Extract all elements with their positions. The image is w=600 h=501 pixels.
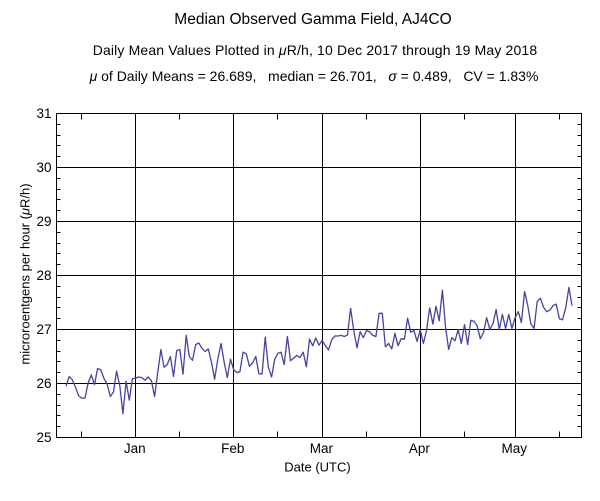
svg-text:30: 30 [36, 160, 51, 175]
svg-text:Daily Mean Values Plotted in μ: Daily Mean Values Plotted in μR/h, 10 De… [93, 42, 538, 58]
svg-text:Median Observed Gamma Field, A: Median Observed Gamma Field, AJ4CO [174, 11, 451, 28]
svg-text:29: 29 [36, 214, 51, 229]
svg-text:25: 25 [36, 430, 51, 445]
svg-text:microroentgens per hour (μR/h): microroentgens per hour (μR/h) [18, 183, 33, 364]
svg-text:May: May [502, 441, 528, 456]
svg-text:μ of Daily Means = 26.689, m: μ of Daily Means = 26.689, median = 26.7… [89, 68, 539, 84]
svg-text:27: 27 [36, 322, 51, 337]
svg-text:Date (UTC): Date (UTC) [284, 460, 350, 475]
svg-text:Apr: Apr [409, 441, 431, 456]
svg-text:Jan: Jan [124, 441, 146, 456]
svg-text:28: 28 [36, 268, 51, 283]
svg-text:31: 31 [36, 106, 51, 121]
svg-text:Feb: Feb [221, 441, 244, 456]
svg-text:26: 26 [36, 376, 51, 391]
svg-text:Mar: Mar [310, 441, 334, 456]
